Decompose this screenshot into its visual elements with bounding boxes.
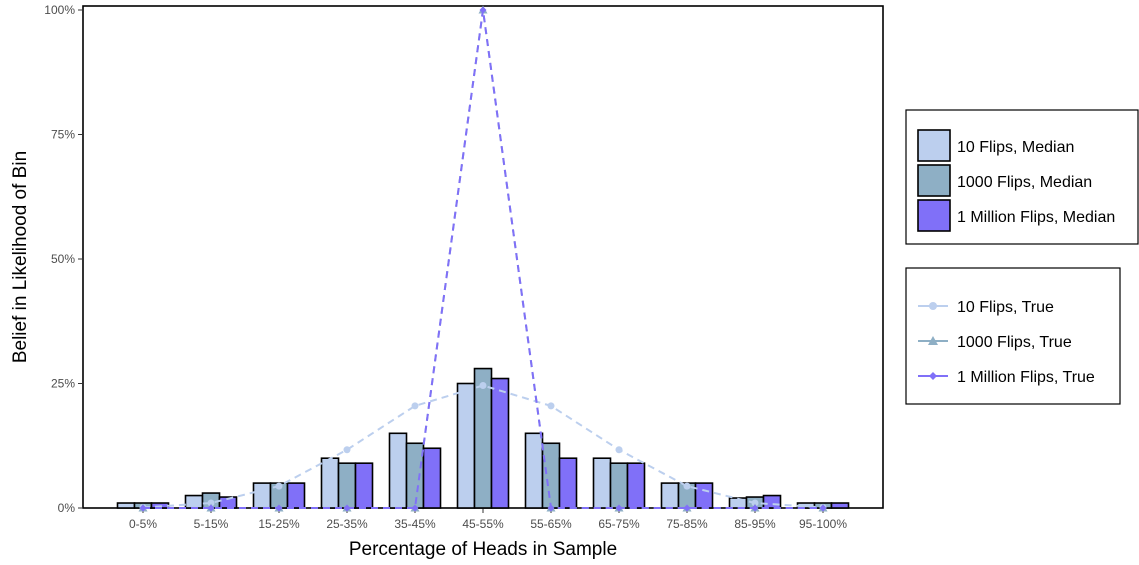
point — [139, 504, 147, 512]
x-tick-label: 95-100% — [799, 517, 847, 531]
point — [275, 482, 283, 490]
point — [751, 504, 759, 512]
y-axis-title: Belief in Likelihood of Bin — [10, 151, 31, 363]
bar — [422, 447, 442, 509]
bar — [626, 462, 646, 509]
point — [207, 504, 215, 512]
x-tick-label: 45-55% — [462, 517, 504, 531]
point — [751, 499, 759, 507]
bar — [286, 482, 306, 509]
bar — [252, 482, 272, 509]
bar — [456, 382, 476, 509]
y-tick-label: 75% — [51, 128, 75, 142]
y-tick-label: 100% — [44, 3, 75, 17]
x-tick-label: 15-25% — [258, 517, 300, 531]
x-tick-label: 35-45% — [394, 517, 436, 531]
x-tick-label: 5-15% — [194, 517, 229, 531]
point — [479, 381, 487, 389]
legend-median: 10 Flips, Median 1000 Flips, Median 1 Mill… — [905, 109, 1139, 245]
x-axis-title: Percentage of Heads in Sample — [349, 539, 617, 560]
bar — [388, 432, 408, 509]
point — [343, 446, 351, 454]
legend-true-box — [905, 267, 1121, 405]
point — [411, 504, 419, 512]
point — [929, 372, 937, 380]
bar — [762, 494, 782, 509]
point — [928, 336, 938, 345]
bar — [337, 462, 357, 509]
bar — [830, 502, 850, 509]
bar — [320, 457, 340, 509]
legend-label: 1 Million Flips, True — [957, 369, 1095, 386]
bar — [354, 462, 374, 509]
y-axis: 0% 25% 50% 75% 100% — [44, 3, 83, 515]
bar — [694, 482, 714, 509]
bars — [116, 367, 850, 509]
bar — [116, 502, 136, 509]
bar — [490, 377, 510, 509]
y-tick-label: 25% — [51, 377, 75, 391]
legend-label: 10 Flips, Median — [957, 139, 1074, 156]
x-tick-label: 75-85% — [666, 517, 708, 531]
point — [275, 504, 283, 512]
bar — [541, 442, 561, 509]
legend-label: 10 Flips, True — [957, 299, 1054, 316]
bar — [184, 494, 204, 509]
point — [615, 446, 623, 454]
x-tick-label: 85-95% — [734, 517, 776, 531]
legend-swatch — [917, 164, 951, 197]
legend-swatch — [917, 199, 951, 232]
x-tick-label: 65-75% — [598, 517, 640, 531]
x-tick-label: 55-65% — [530, 517, 572, 531]
point — [819, 504, 827, 512]
bar — [660, 482, 680, 509]
bar — [524, 432, 544, 509]
point — [929, 302, 937, 310]
bar — [592, 457, 612, 509]
point — [479, 6, 487, 14]
bar — [405, 442, 425, 509]
point — [547, 504, 555, 512]
legend-swatch — [917, 129, 951, 162]
true-lines — [138, 5, 828, 512]
point — [411, 402, 419, 410]
series-line — [142, 384, 824, 509]
legend-label: 1000 Flips, Median — [957, 174, 1092, 191]
bar — [473, 367, 493, 509]
legend-true: 10 Flips, True 1000 Flips, True 1 Million … — [905, 267, 1121, 405]
point — [547, 402, 555, 410]
point — [683, 504, 691, 512]
point — [343, 504, 351, 512]
point — [615, 504, 623, 512]
x-axis: 0-5% 5-15% 15-25% 25-35% 35-45% 45-55% 55-65% 6… — [129, 508, 847, 531]
bar — [609, 462, 629, 509]
x-tick-label: 0-5% — [129, 517, 157, 531]
legend-label: 1 Million Flips, Median — [957, 209, 1115, 226]
bar — [558, 457, 578, 509]
point — [683, 482, 691, 490]
y-tick-label: 50% — [51, 252, 75, 266]
point — [207, 499, 215, 507]
y-tick-label: 0% — [58, 501, 76, 515]
legend-label: 1000 Flips, True — [957, 334, 1072, 351]
x-tick-label: 25-35% — [326, 517, 368, 531]
